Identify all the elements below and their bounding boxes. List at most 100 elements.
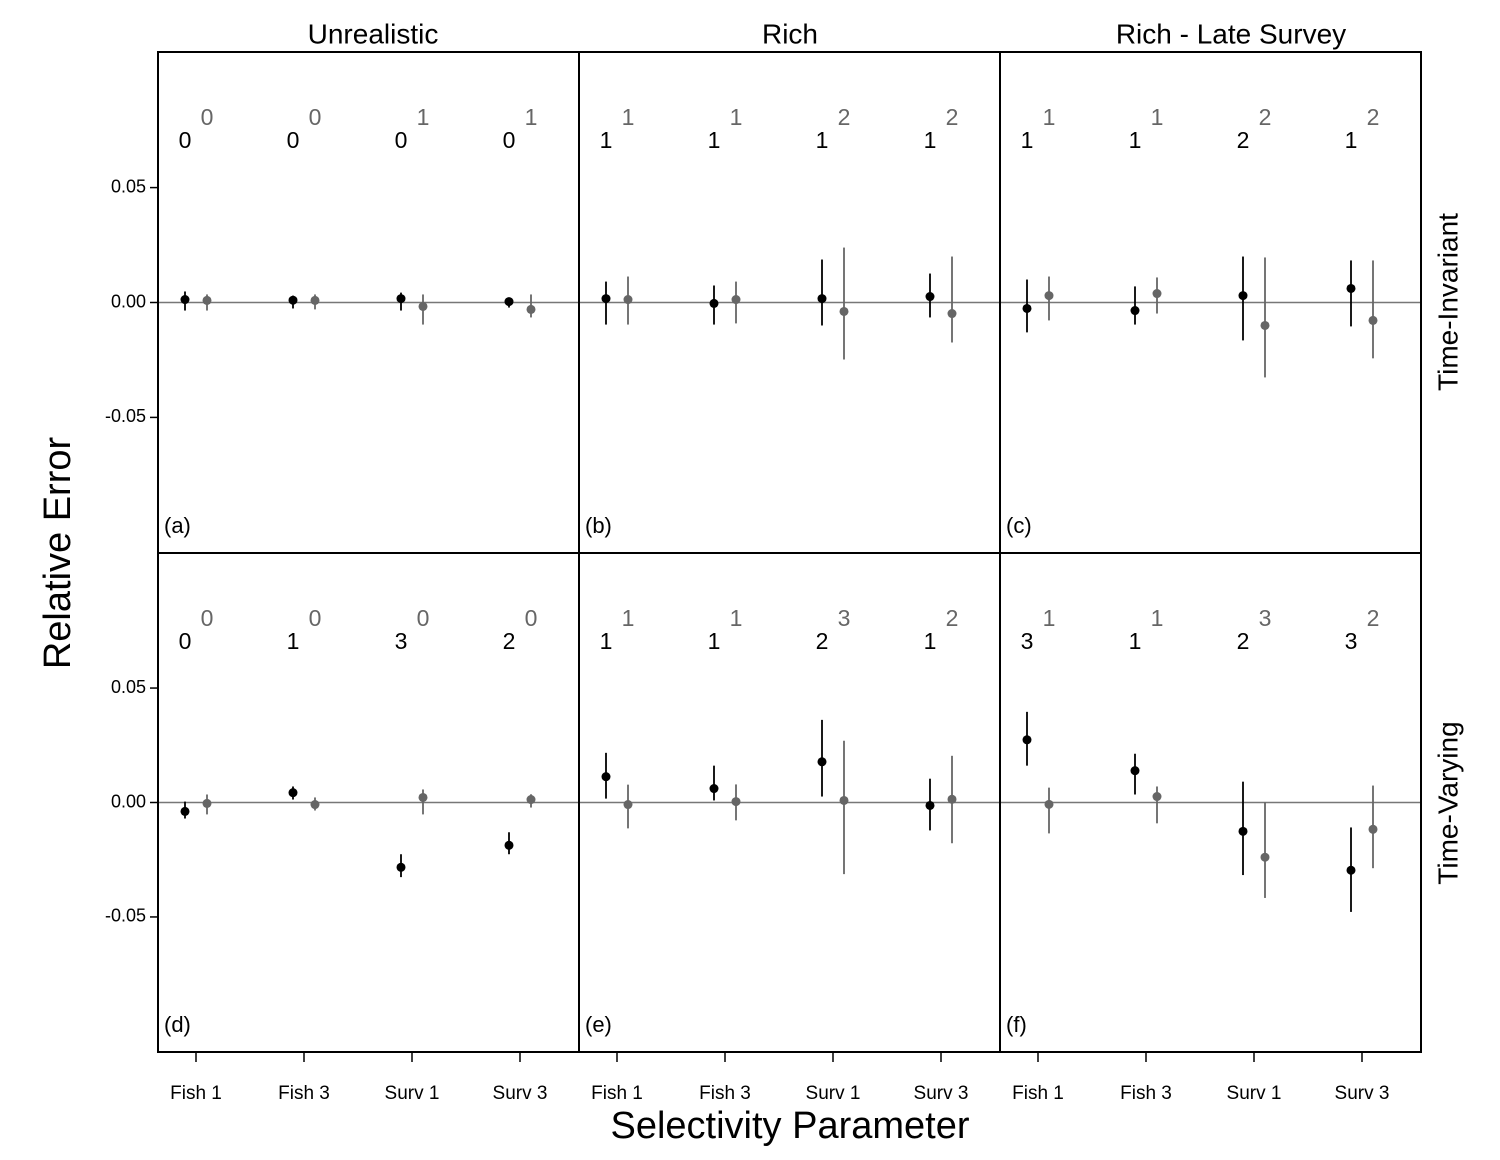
point [839,306,849,316]
point [1152,289,1162,299]
count-label: 1 [816,127,829,153]
count-label: 1 [287,628,300,654]
y-tick-label: -0.05 [105,406,146,426]
x-tick-label: Surv 3 [914,1083,969,1104]
count-label: 1 [525,104,538,130]
count-label: 2 [838,104,851,130]
point [709,298,719,308]
point [709,784,719,794]
row-title: Time-Varying [1432,721,1463,884]
count-label: 3 [1259,605,1272,631]
point [418,792,428,802]
count-label: 1 [730,605,743,631]
x-tick-label: Fish 3 [1120,1083,1172,1104]
count-label: 0 [179,127,192,153]
count-label: 2 [946,104,959,130]
count-label: 1 [1151,104,1164,130]
x-tick-label: Surv 1 [385,1083,440,1104]
count-label: 2 [1367,104,1380,130]
point [310,295,320,305]
panel-label: (a) [164,513,191,538]
point [526,795,536,805]
point [418,301,428,311]
count-label: 2 [1237,127,1250,153]
panel-label: (b) [585,513,612,538]
count-label: 2 [503,628,516,654]
point [1130,306,1140,316]
y-tick-label: 0.05 [111,677,146,697]
count-label: 1 [924,127,937,153]
panel-frame [999,552,1422,1053]
point [396,294,406,304]
count-label: 1 [1043,104,1056,130]
point [180,295,190,305]
point [817,294,827,304]
point [504,297,514,307]
count-label: 1 [1043,605,1056,631]
x-tick-label: Fish 1 [170,1083,222,1104]
x-tick-label: Surv 3 [1335,1083,1390,1104]
point [817,757,827,767]
count-label: 0 [201,104,214,130]
y-tick-label: -0.05 [105,906,146,926]
point [623,295,633,305]
y-tick-label: 0.05 [111,176,146,196]
count-label: 1 [1151,605,1164,631]
count-label: 1 [1129,127,1142,153]
point [1022,735,1032,745]
point [288,788,298,798]
y-tick-label: 0.00 [111,791,146,811]
count-label: 1 [622,605,635,631]
point [202,798,212,808]
point [1044,291,1054,301]
count-label: 3 [1021,628,1034,654]
point [1044,799,1054,809]
row-title: Time-Invariant [1432,213,1463,391]
count-label: 1 [1021,127,1034,153]
count-label: 1 [730,104,743,130]
count-label: 2 [1259,104,1272,130]
x-tick-label: Fish 1 [1012,1083,1064,1104]
point [180,806,190,816]
count-label: 2 [1237,628,1250,654]
point [526,304,536,314]
count-label: 0 [525,605,538,631]
panel-label: (f) [1006,1012,1027,1037]
x-tick-label: Fish 3 [278,1083,330,1104]
count-label: 2 [946,605,959,631]
panel-label: (d) [164,1012,191,1037]
point [601,294,611,304]
count-label: 2 [1367,605,1380,631]
point [288,295,298,305]
count-label: 0 [201,605,214,631]
y-tick-label: 0.00 [111,291,146,311]
point [202,295,212,305]
column-title: Rich - Late Survey [1116,18,1346,49]
point [925,800,935,810]
point [947,309,957,319]
panel-label: (c) [1006,513,1032,538]
count-label: 0 [395,127,408,153]
count-label: 1 [1129,628,1142,654]
count-label: 0 [309,605,322,631]
point [1346,283,1356,293]
point [1368,315,1378,325]
x-tick-label: Fish 1 [591,1083,643,1104]
count-label: 0 [309,104,322,130]
point [947,794,957,804]
count-label: 1 [924,628,937,654]
point [1022,303,1032,313]
count-label: 1 [1345,127,1358,153]
count-label: 0 [287,127,300,153]
point [1260,320,1270,330]
point [601,772,611,782]
column-title: Unrealistic [308,18,439,49]
count-label: 0 [179,628,192,654]
count-label: 2 [816,628,829,654]
point [1238,291,1248,301]
count-label: 3 [838,605,851,631]
count-label: 1 [417,104,430,130]
count-label: 1 [622,104,635,130]
point [1130,766,1140,776]
count-label: 1 [708,127,721,153]
